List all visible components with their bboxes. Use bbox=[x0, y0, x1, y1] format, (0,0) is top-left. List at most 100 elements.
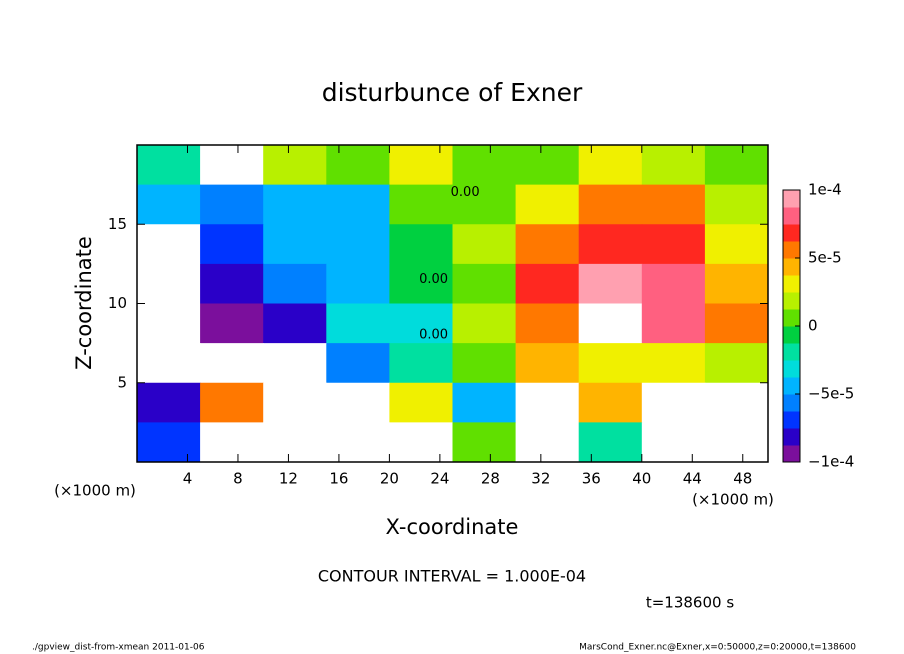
colorbar-tick-label: −1e-4 bbox=[808, 453, 854, 471]
y-tick-label: 15 bbox=[108, 215, 127, 233]
contour-label: 0.00 bbox=[419, 272, 448, 287]
heatmap-cell bbox=[452, 184, 517, 225]
heatmap-cell bbox=[704, 422, 769, 463]
heatmap-cell bbox=[515, 382, 580, 423]
heatmap-cell bbox=[578, 303, 643, 344]
colorbar-swatch bbox=[783, 394, 800, 412]
colorbar-swatch bbox=[783, 360, 800, 378]
x-tick-label: 40 bbox=[632, 470, 651, 488]
colorbar-swatch bbox=[783, 207, 800, 225]
colorbar-swatch bbox=[783, 292, 800, 310]
heatmap-cell bbox=[452, 303, 517, 344]
chart-title: disturbunce of Exner bbox=[322, 78, 583, 107]
heatmap-cell bbox=[137, 343, 201, 384]
x-unit-label: (×1000 m) bbox=[54, 482, 136, 500]
heatmap-cell bbox=[326, 382, 390, 423]
x-tick-label: 24 bbox=[430, 470, 449, 488]
x-tick-label: 4 bbox=[183, 470, 193, 488]
heatmap-cell bbox=[578, 224, 643, 265]
colorbar-swatch bbox=[783, 343, 800, 361]
x-axis-label: X-coordinate bbox=[386, 515, 519, 539]
heatmap-cell bbox=[389, 303, 453, 344]
heatmap-cell bbox=[452, 382, 517, 423]
heatmap-cell bbox=[704, 184, 769, 225]
colorbar-tick-label: 0 bbox=[808, 317, 818, 335]
heatmap-cell bbox=[137, 422, 201, 463]
heatmap-cell bbox=[389, 224, 453, 265]
heatmap-cell bbox=[578, 184, 643, 225]
colorbar-tick-label: 1e-4 bbox=[808, 181, 842, 199]
colorbar-swatch bbox=[783, 445, 800, 463]
heatmap-cell bbox=[452, 263, 517, 304]
heatmap-cell bbox=[641, 184, 706, 225]
heatmap-cell bbox=[137, 224, 201, 265]
heatmap-cell bbox=[452, 145, 517, 186]
heatmap-cell bbox=[641, 224, 706, 265]
heatmap-cell bbox=[137, 263, 201, 304]
heatmap-cell bbox=[200, 303, 264, 344]
x-tick-label: 20 bbox=[380, 470, 399, 488]
heatmap-cell bbox=[704, 145, 769, 186]
heatmap-cell bbox=[263, 184, 327, 225]
heatmap-cell bbox=[704, 303, 769, 344]
y-axis-label: Z-coordinate bbox=[72, 236, 96, 370]
heatmap-cell bbox=[452, 343, 517, 384]
colorbar-swatch bbox=[783, 377, 800, 395]
heatmap-cell bbox=[137, 303, 201, 344]
heatmap-cell bbox=[389, 145, 453, 186]
heatmap-cell bbox=[200, 343, 264, 384]
colorbar-swatch bbox=[783, 190, 800, 208]
heatmap-cell bbox=[704, 382, 769, 423]
heatmap-cell bbox=[452, 224, 517, 265]
heatmap-cell bbox=[200, 263, 264, 304]
heatmap-cell bbox=[641, 303, 706, 344]
heatmap-cell bbox=[515, 343, 580, 384]
heatmap-cell bbox=[389, 343, 453, 384]
colorbar-swatch bbox=[783, 428, 800, 446]
colorbar-swatch bbox=[783, 411, 800, 429]
contour-label: 0.00 bbox=[419, 328, 448, 343]
heatmap-cell bbox=[326, 145, 390, 186]
heatmap-cell bbox=[326, 184, 390, 225]
heatmap-cell bbox=[578, 263, 643, 304]
colorbar-tick-label: −5e-5 bbox=[808, 385, 854, 403]
colorbar-swatch bbox=[783, 275, 800, 293]
heatmap-cell bbox=[578, 145, 643, 186]
heatmap-cell bbox=[641, 343, 706, 384]
heatmap-cell bbox=[704, 263, 769, 304]
heatmap-cell bbox=[200, 184, 264, 225]
heatmap-cell bbox=[515, 303, 580, 344]
heatmap-cell bbox=[326, 303, 390, 344]
x-tick-label: 16 bbox=[329, 470, 348, 488]
colorbar-tick-label: 5e-5 bbox=[808, 249, 842, 267]
contour-label: 0.00 bbox=[451, 185, 480, 200]
colorbar-swatch bbox=[783, 258, 800, 276]
heatmap-cell bbox=[389, 263, 453, 304]
x-tick-label: 32 bbox=[531, 470, 550, 488]
colorbar-swatch bbox=[783, 224, 800, 242]
heatmap-cell bbox=[326, 224, 390, 265]
time-label: t=138600 s bbox=[646, 594, 734, 612]
contour-interval: CONTOUR INTERVAL = 1.000E-04 bbox=[318, 567, 586, 586]
heatmap-cell bbox=[515, 224, 580, 265]
heatmap-cell bbox=[578, 422, 643, 463]
heatmap-cell bbox=[263, 382, 327, 423]
heatmap-cell bbox=[137, 145, 201, 186]
x-unit-label: (×1000 m) bbox=[692, 491, 774, 509]
heatmap-cell bbox=[326, 422, 390, 463]
heatmap-cell bbox=[641, 145, 706, 186]
heatmap-cell bbox=[326, 263, 390, 304]
heatmap-cell bbox=[704, 343, 769, 384]
heatmap-cell bbox=[137, 184, 201, 225]
heatmap-cell bbox=[389, 184, 453, 225]
y-tick-label: 10 bbox=[108, 294, 127, 312]
heatmap-cell bbox=[515, 263, 580, 304]
heatmap-cell bbox=[263, 263, 327, 304]
heatmap-cell bbox=[515, 145, 580, 186]
heatmap-cell bbox=[641, 263, 706, 304]
heatmap-cell bbox=[263, 303, 327, 344]
heatmap-cell bbox=[263, 145, 327, 186]
heatmap-cell bbox=[200, 224, 264, 265]
x-tick-label: 12 bbox=[279, 470, 298, 488]
